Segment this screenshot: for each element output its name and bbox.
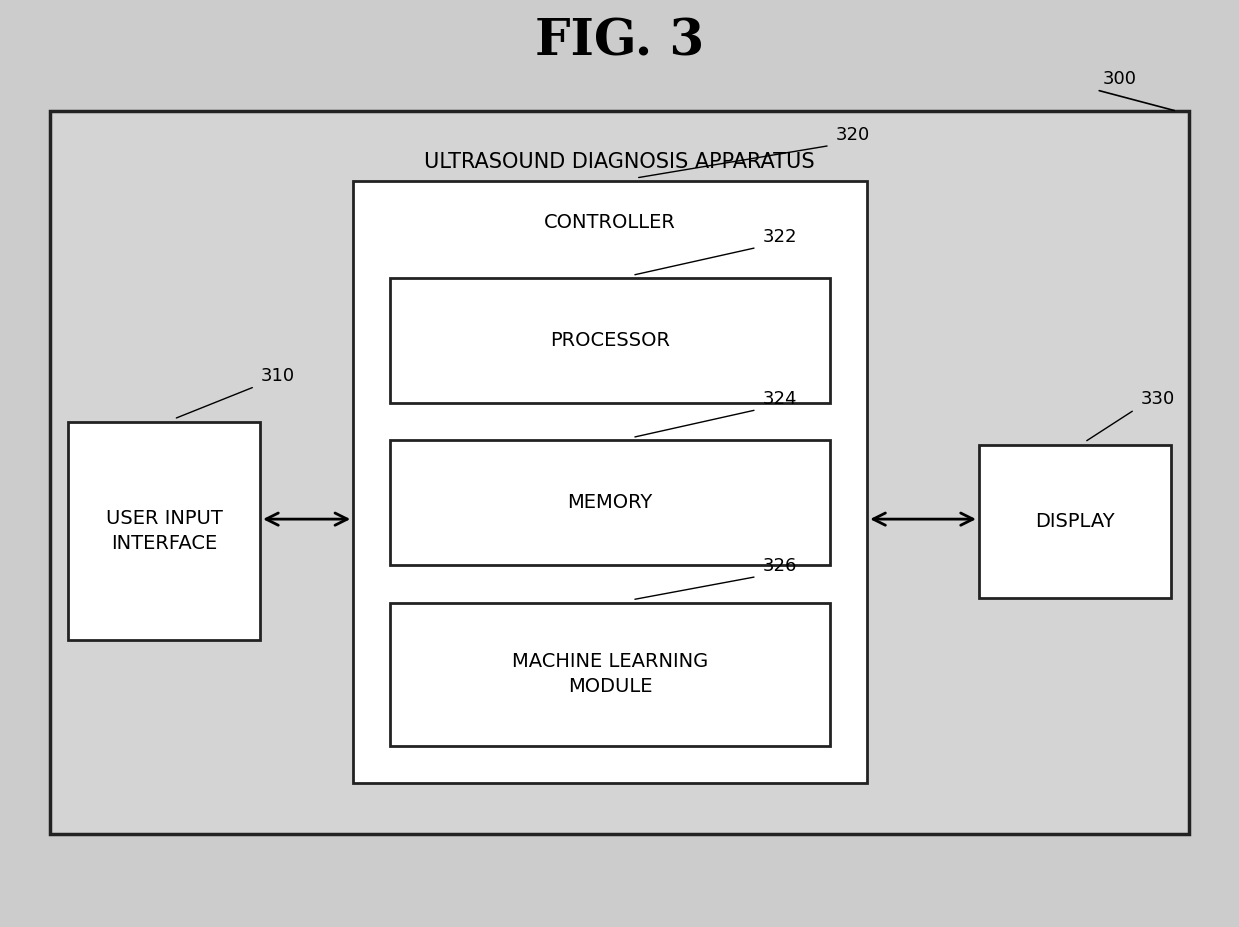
Text: 326: 326 xyxy=(763,557,797,575)
Bar xyxy=(390,278,830,403)
Text: DISPLAY: DISPLAY xyxy=(1035,512,1115,531)
Text: 300: 300 xyxy=(1103,70,1136,88)
Text: USER INPUT
INTERFACE: USER INPUT INTERFACE xyxy=(105,509,223,552)
Text: ULTRASOUND DIAGNOSIS APPARATUS: ULTRASOUND DIAGNOSIS APPARATUS xyxy=(424,152,815,172)
Text: 320: 320 xyxy=(836,126,870,144)
Text: 324: 324 xyxy=(763,390,798,408)
Text: 310: 310 xyxy=(261,367,295,385)
Bar xyxy=(68,422,260,640)
Bar xyxy=(353,181,867,783)
Text: 322: 322 xyxy=(763,228,798,246)
Bar xyxy=(979,445,1171,598)
Text: PROCESSOR: PROCESSOR xyxy=(550,331,670,350)
Bar xyxy=(390,603,830,746)
Bar xyxy=(390,440,830,565)
Text: 330: 330 xyxy=(1141,390,1175,408)
Bar xyxy=(50,111,1189,834)
Text: CONTROLLER: CONTROLLER xyxy=(544,213,676,232)
Text: MACHINE LEARNING
MODULE: MACHINE LEARNING MODULE xyxy=(512,653,709,696)
Text: FIG. 3: FIG. 3 xyxy=(535,18,704,66)
Text: MEMORY: MEMORY xyxy=(567,493,653,513)
